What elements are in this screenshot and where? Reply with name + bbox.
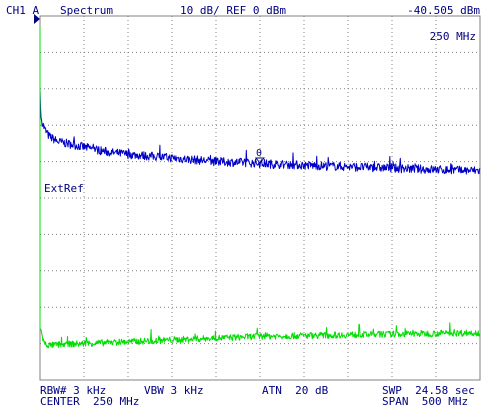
span-label: SPAN 500 MHz bbox=[382, 395, 469, 408]
channel-label: CH1 A bbox=[6, 4, 40, 17]
marker-freq-readout: 250 MHz bbox=[430, 30, 476, 43]
marker-triangle-icon bbox=[254, 157, 266, 164]
active-channel-indicator bbox=[34, 14, 40, 24]
marker-zero-symbol: 0 bbox=[256, 148, 262, 159]
trace-blue bbox=[39, 52, 481, 175]
extref-label: ExtRef bbox=[44, 182, 84, 195]
marker-level-readout: -40.505 dBm bbox=[407, 4, 480, 17]
rbw-label: RBW# 3 kHz bbox=[40, 384, 107, 397]
vbw-label: VBW 3 kHz bbox=[144, 384, 204, 397]
center-freq-label: CENTER 250 MHz bbox=[40, 395, 140, 408]
mode-label: Spectrum bbox=[60, 4, 113, 17]
trace-green bbox=[39, 26, 481, 349]
atn-label: ATN 20 dB bbox=[262, 384, 329, 397]
plot-grid bbox=[40, 16, 480, 380]
scale-ref-label: 10 dB/ REF 0 dBm bbox=[180, 4, 286, 17]
sweep-time-label: SWP 24.58 sec bbox=[382, 384, 475, 397]
marker-zero: 0 bbox=[254, 148, 266, 164]
